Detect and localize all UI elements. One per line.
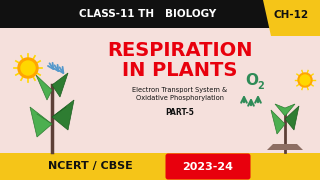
Polygon shape xyxy=(30,107,52,137)
Polygon shape xyxy=(285,106,299,130)
Text: NCERT / CBSE: NCERT / CBSE xyxy=(48,161,132,172)
Text: IN PLANTS: IN PLANTS xyxy=(122,60,238,80)
Text: RESPIRATION: RESPIRATION xyxy=(107,40,253,60)
Polygon shape xyxy=(275,104,295,116)
Circle shape xyxy=(300,75,310,85)
Text: 2: 2 xyxy=(258,81,264,91)
Circle shape xyxy=(21,61,35,75)
Text: PART-5: PART-5 xyxy=(165,107,195,116)
Circle shape xyxy=(298,73,312,87)
Circle shape xyxy=(18,58,38,78)
Polygon shape xyxy=(263,0,320,36)
Text: O: O xyxy=(245,73,259,87)
Text: Electron Transport System &: Electron Transport System & xyxy=(132,87,228,93)
Polygon shape xyxy=(36,75,52,100)
Text: Oxidative Phosphorylation: Oxidative Phosphorylation xyxy=(136,95,224,101)
Polygon shape xyxy=(271,110,285,134)
FancyBboxPatch shape xyxy=(0,153,320,180)
Polygon shape xyxy=(52,73,68,97)
FancyBboxPatch shape xyxy=(165,154,251,179)
Polygon shape xyxy=(267,144,303,150)
FancyBboxPatch shape xyxy=(0,0,320,28)
Text: CH-12: CH-12 xyxy=(273,10,308,20)
Text: CLASS-11 TH   BIOLOGY: CLASS-11 TH BIOLOGY xyxy=(79,9,217,19)
Text: 2023-24: 2023-24 xyxy=(182,161,234,172)
Polygon shape xyxy=(52,100,74,130)
